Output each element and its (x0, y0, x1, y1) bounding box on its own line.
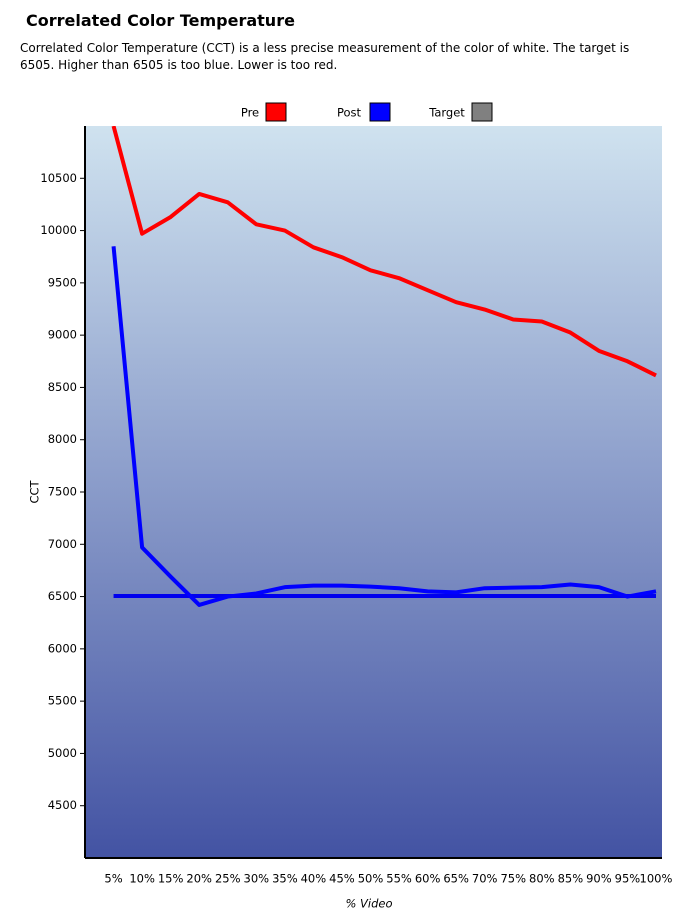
x-tick-label: 50% (358, 872, 384, 886)
y-tick-label: 10500 (40, 171, 77, 185)
legend-label: Target (428, 106, 465, 120)
y-tick-label: 6500 (48, 589, 77, 603)
x-tick-label: 55% (386, 872, 412, 886)
y-tick-label: 5000 (48, 746, 77, 760)
legend-label: Post (337, 106, 362, 120)
series-line (111, 126, 657, 378)
y-axis-label: CCT (28, 479, 42, 503)
x-tick-label: 15% (158, 872, 184, 886)
y-tick-label: 9500 (48, 275, 77, 289)
legend-swatch (471, 102, 493, 122)
y-tick-label: 5500 (48, 694, 77, 708)
x-tick-label: 45% (329, 872, 355, 886)
chart-title: Correlated Color Temperature (26, 11, 295, 30)
y-tick-label: 4500 (48, 798, 77, 812)
y-tick-label: 8000 (48, 432, 77, 446)
x-tick-label: 75% (500, 872, 526, 886)
y-tick-label: 6000 (48, 641, 77, 655)
x-tick-label: 30% (244, 872, 270, 886)
plot-lines (111, 126, 657, 607)
x-tick-label: 85% (558, 872, 584, 886)
y-tick-label: 7000 (48, 537, 77, 551)
x-tick-label: 95% (615, 872, 641, 886)
x-tick-label: 80% (529, 872, 555, 886)
y-tick-label: 9000 (48, 328, 77, 342)
y-tick-label: 7500 (48, 485, 77, 499)
x-tick-label: 90% (586, 872, 612, 886)
plot-background (85, 126, 662, 858)
x-tick-label: 35% (272, 872, 298, 886)
y-tick-label: 8500 (48, 380, 77, 394)
x-tick-label: 5% (104, 872, 122, 886)
x-tick-label: 100% (640, 872, 673, 886)
legend-label: Pre (241, 106, 259, 120)
legend-swatch (265, 102, 287, 122)
x-tick-label: 40% (301, 872, 327, 886)
x-tick-label: 65% (443, 872, 469, 886)
x-tick-label: 20% (186, 872, 212, 886)
series-line (111, 246, 657, 607)
x-tick-label: 70% (472, 872, 498, 886)
legend-swatch (369, 102, 391, 122)
x-tick-label: 60% (415, 872, 441, 886)
y-tick-label: 10000 (40, 223, 77, 237)
x-axis-label: % Video (345, 897, 392, 911)
x-tick-label: 25% (215, 872, 241, 886)
chart-subtitle: Correlated Color Temperature (CCT) is a … (20, 41, 630, 72)
x-tick-label: 10% (129, 872, 155, 886)
